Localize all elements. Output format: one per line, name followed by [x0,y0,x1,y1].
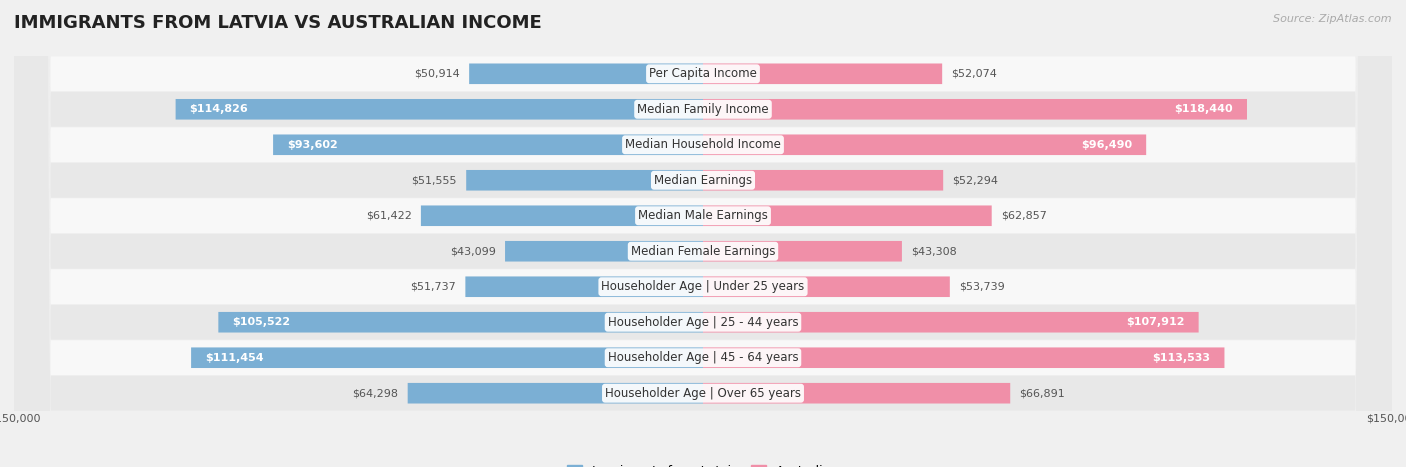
Text: Median Family Income: Median Family Income [637,103,769,116]
FancyBboxPatch shape [467,170,703,191]
Text: $52,294: $52,294 [952,175,998,185]
FancyBboxPatch shape [14,0,1392,467]
FancyBboxPatch shape [703,383,1011,403]
Text: Householder Age | 25 - 44 years: Householder Age | 25 - 44 years [607,316,799,329]
Text: $64,298: $64,298 [353,388,398,398]
Text: Source: ZipAtlas.com: Source: ZipAtlas.com [1274,14,1392,24]
FancyBboxPatch shape [273,134,703,155]
Text: Householder Age | Over 65 years: Householder Age | Over 65 years [605,387,801,400]
FancyBboxPatch shape [408,383,703,403]
Text: $52,074: $52,074 [952,69,997,79]
Text: $96,490: $96,490 [1081,140,1132,150]
FancyBboxPatch shape [703,205,991,226]
Text: $43,308: $43,308 [911,246,957,256]
Text: Median Earnings: Median Earnings [654,174,752,187]
Legend: Immigrants from Latvia, Australian: Immigrants from Latvia, Australian [561,460,845,467]
Text: $53,739: $53,739 [959,282,1005,292]
FancyBboxPatch shape [176,99,703,120]
Text: $107,912: $107,912 [1126,317,1185,327]
Text: $62,857: $62,857 [1001,211,1046,221]
Text: IMMIGRANTS FROM LATVIA VS AUSTRALIAN INCOME: IMMIGRANTS FROM LATVIA VS AUSTRALIAN INC… [14,14,541,32]
Text: Per Capita Income: Per Capita Income [650,67,756,80]
FancyBboxPatch shape [703,312,1199,333]
FancyBboxPatch shape [14,0,1392,467]
Text: Median Male Earnings: Median Male Earnings [638,209,768,222]
Text: Householder Age | Under 25 years: Householder Age | Under 25 years [602,280,804,293]
Text: $113,533: $113,533 [1153,353,1211,363]
Text: $51,555: $51,555 [412,175,457,185]
FancyBboxPatch shape [703,347,1225,368]
FancyBboxPatch shape [465,276,703,297]
FancyBboxPatch shape [703,241,901,262]
FancyBboxPatch shape [14,0,1392,467]
Text: $66,891: $66,891 [1019,388,1066,398]
FancyBboxPatch shape [703,99,1247,120]
Text: $50,914: $50,914 [415,69,460,79]
FancyBboxPatch shape [470,64,703,84]
FancyBboxPatch shape [191,347,703,368]
Text: $43,099: $43,099 [450,246,496,256]
FancyBboxPatch shape [14,0,1392,467]
Text: Median Female Earnings: Median Female Earnings [631,245,775,258]
Text: Householder Age | 45 - 64 years: Householder Age | 45 - 64 years [607,351,799,364]
FancyBboxPatch shape [703,134,1146,155]
FancyBboxPatch shape [703,64,942,84]
FancyBboxPatch shape [505,241,703,262]
Text: $61,422: $61,422 [366,211,412,221]
FancyBboxPatch shape [703,170,943,191]
Text: $114,826: $114,826 [190,104,247,114]
FancyBboxPatch shape [14,0,1392,467]
FancyBboxPatch shape [14,0,1392,467]
FancyBboxPatch shape [14,0,1392,467]
Text: $105,522: $105,522 [232,317,290,327]
Text: Median Household Income: Median Household Income [626,138,780,151]
Text: $111,454: $111,454 [205,353,263,363]
FancyBboxPatch shape [14,0,1392,467]
FancyBboxPatch shape [14,0,1392,467]
Text: $118,440: $118,440 [1174,104,1233,114]
Text: $93,602: $93,602 [287,140,337,150]
FancyBboxPatch shape [703,276,950,297]
FancyBboxPatch shape [14,0,1392,467]
Text: $51,737: $51,737 [411,282,456,292]
FancyBboxPatch shape [420,205,703,226]
FancyBboxPatch shape [218,312,703,333]
